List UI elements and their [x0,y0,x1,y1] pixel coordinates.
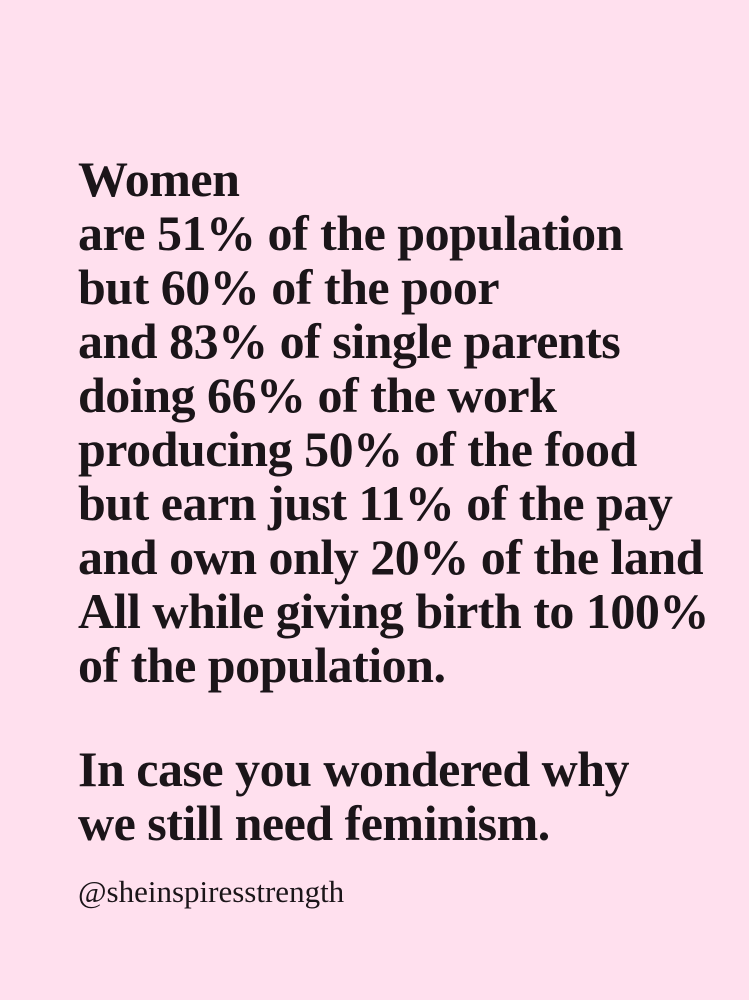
quote-closing-line: we still need feminism. [78,795,550,851]
quote-line: Women [78,151,240,207]
quote-text-block: Women are 51% of the population but 60% … [78,152,709,912]
quote-line: All while giving birth to 100% [78,583,709,639]
quote-line: and 83% of single parents [78,313,621,369]
quote-line: doing 66% of the work [78,367,557,423]
quote-line: of the population. [78,637,446,693]
quote-line: producing 50% of the food [78,421,637,477]
attribution-handle: @sheinspiresstrength [78,874,345,909]
quote-closing-paragraph: In case you wondered why we still need f… [78,742,709,850]
quote-line: and own only 20% of the land [78,529,704,585]
quote-main-paragraph: Women are 51% of the population but 60% … [78,152,709,692]
quote-line: but 60% of the poor [78,259,500,315]
quote-line: but earn just 11% of the pay [78,475,673,531]
quote-closing-line: In case you wondered why [78,741,630,797]
quote-line: are 51% of the population [78,205,623,261]
